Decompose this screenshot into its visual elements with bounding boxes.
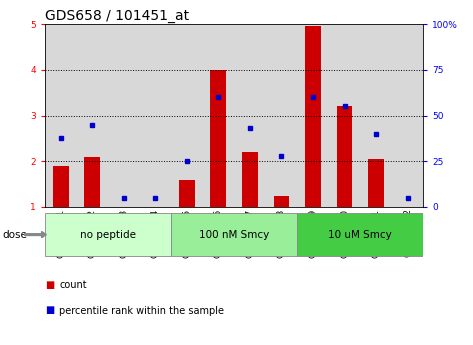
Text: percentile rank within the sample: percentile rank within the sample: [59, 306, 224, 315]
Bar: [77, 24, 108, 207]
Text: dose: dose: [2, 230, 27, 239]
Text: no peptide: no peptide: [80, 230, 136, 239]
Bar: [140, 24, 171, 207]
Bar: [273, 196, 289, 207]
Bar: [45, 213, 171, 256]
Text: count: count: [59, 280, 87, 289]
Bar: [171, 213, 297, 256]
Bar: [392, 24, 423, 207]
Bar: [202, 24, 234, 207]
Bar: [266, 24, 297, 207]
Text: 10 uM Smcy: 10 uM Smcy: [328, 230, 392, 239]
Bar: [360, 24, 392, 207]
Bar: [108, 24, 140, 207]
Bar: [179, 179, 195, 207]
Bar: [45, 24, 77, 207]
Bar: [297, 24, 329, 207]
Bar: [368, 159, 384, 207]
Bar: [337, 106, 352, 207]
Text: ■: ■: [45, 280, 54, 289]
Bar: [53, 166, 69, 207]
Bar: [234, 24, 266, 207]
Bar: [210, 70, 226, 207]
Text: GDS658 / 101451_at: GDS658 / 101451_at: [45, 9, 189, 23]
Bar: [329, 24, 360, 207]
Bar: [84, 157, 100, 207]
Bar: [305, 27, 321, 207]
Text: ■: ■: [45, 306, 54, 315]
Bar: [297, 213, 423, 256]
Bar: [242, 152, 258, 207]
Bar: [171, 24, 202, 207]
Text: 100 nM Smcy: 100 nM Smcy: [199, 230, 269, 239]
